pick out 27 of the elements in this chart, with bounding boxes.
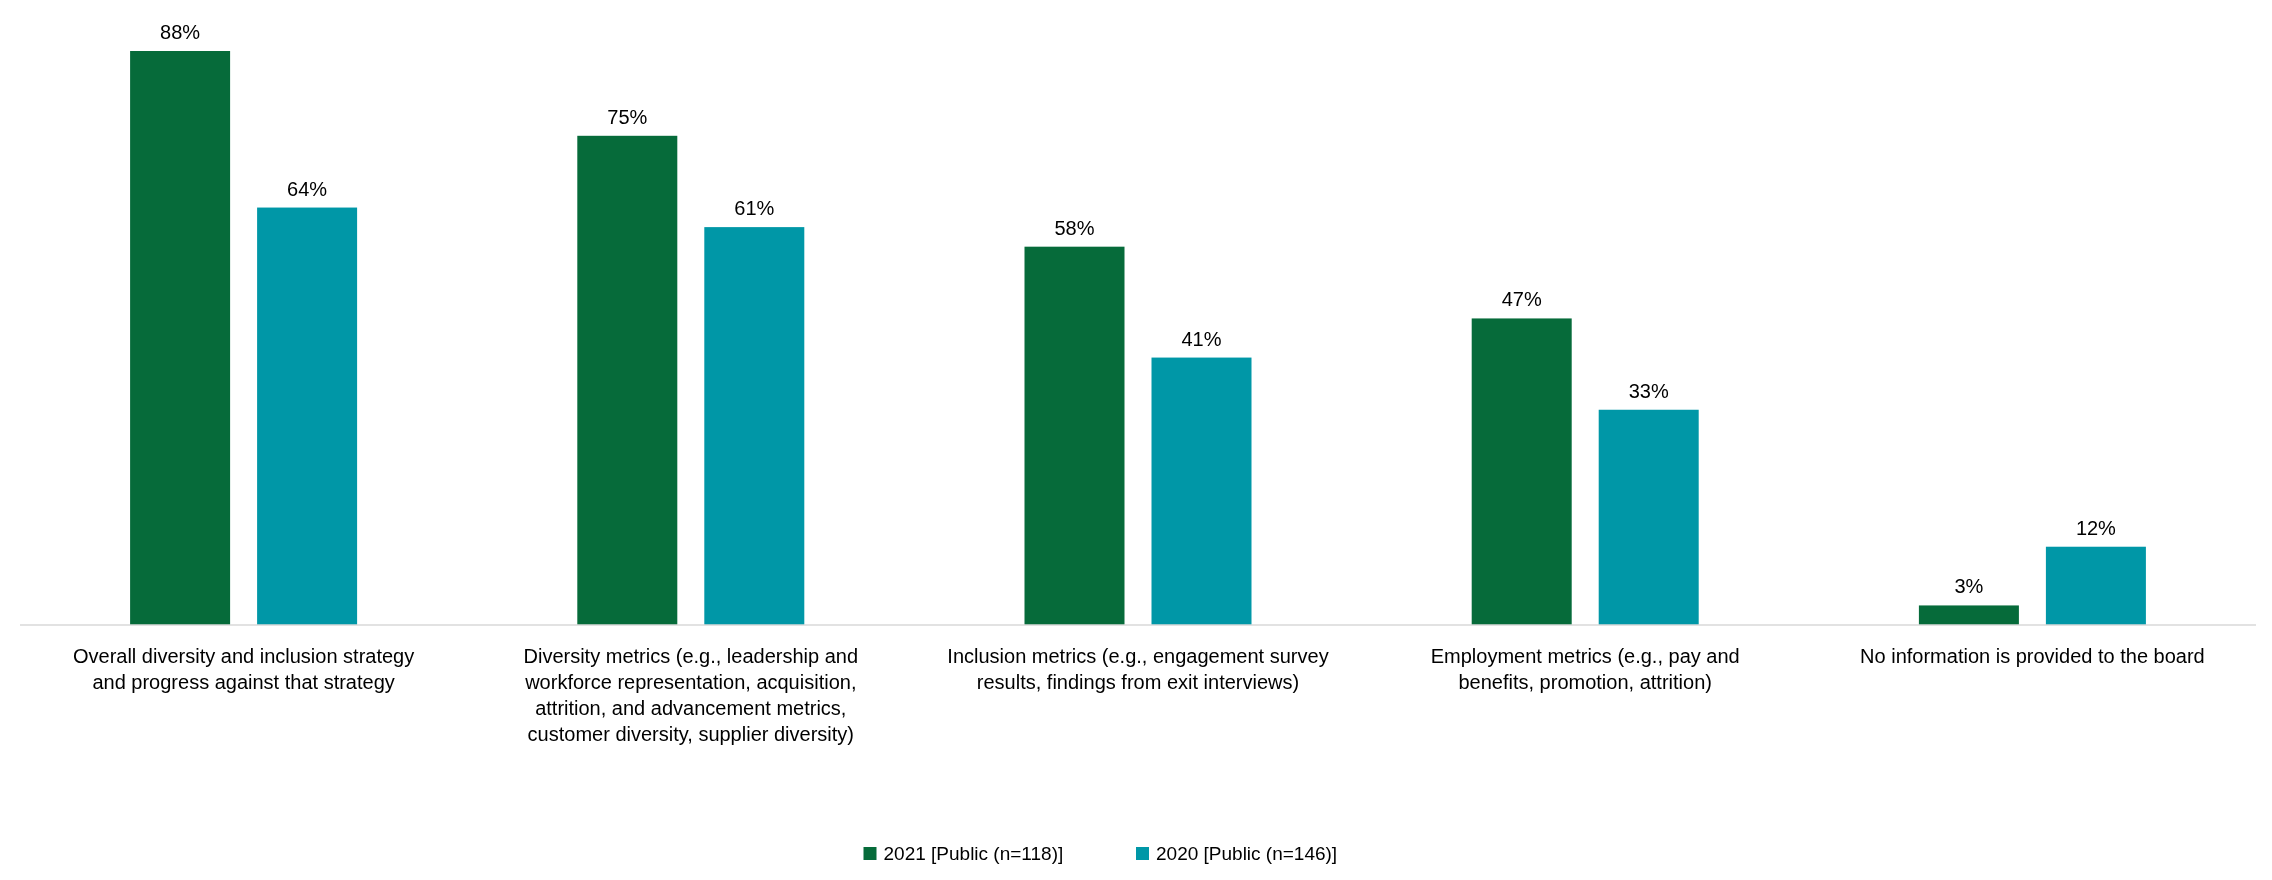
data-label: 61% [734,197,775,220]
data-label: 58% [1054,216,1095,239]
legend-label: 2021 [Public (n=118)] [883,843,1064,864]
data-label: 12% [2075,516,2117,539]
bar [130,51,231,625]
data-label: 47% [1501,288,1542,311]
bar [257,207,358,625]
x-tick-label: Inclusion metrics (e.g., engagement survey results, findings from exit interviews) [947,645,1329,693]
bar [1598,409,1699,625]
bar [2045,546,2146,625]
x-tick-label: Diversity metrics (e.g., leadership and workforce representation, acquisition, attrition, and advancement metrics, customer diversity, supplier diversity) [523,645,859,745]
data-label: 88% [160,21,201,43]
bar [577,135,678,625]
x-tick-label: No information is provided to the board [1860,645,2205,667]
bar [1151,357,1252,625]
bar [704,227,805,625]
data-label: 33% [1628,379,1669,402]
x-tick-label: Overall diversity and inclusion strategy and progress against that strategy [72,645,415,693]
data-label: 64% [287,177,328,200]
legend-label: 2020 [Public (n=146)] [1156,843,1338,864]
bar [1024,246,1125,625]
bar [1918,605,2019,625]
x-tick-label: Employment metrics (e.g., pay and benefits, promotion, attrition) [1430,645,1740,693]
data-label: 75% [607,105,648,128]
data-label: 3% [1954,575,1984,598]
bar [1471,318,1572,625]
data-label: 41% [1181,327,1222,350]
